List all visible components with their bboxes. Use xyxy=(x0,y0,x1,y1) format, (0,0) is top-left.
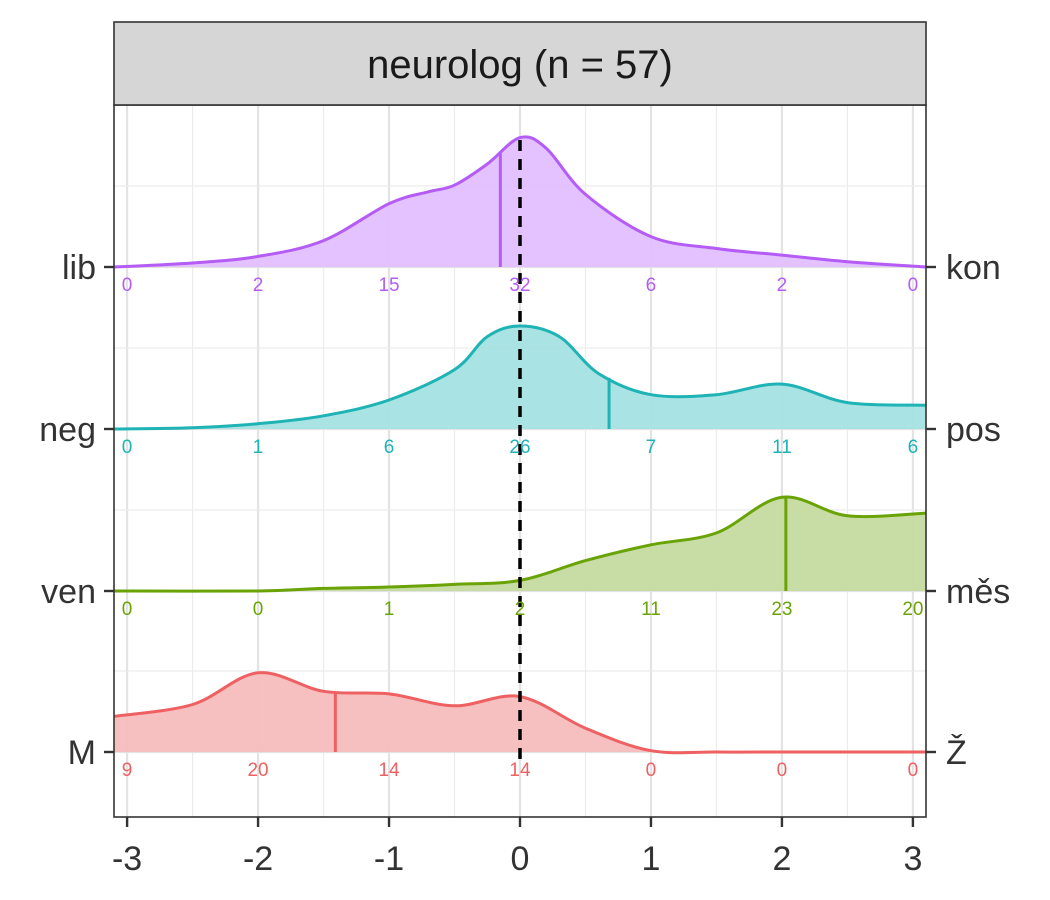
density-curve-neg xyxy=(113,324,927,431)
count-label-lib: 15 xyxy=(378,275,399,296)
density-curve-M xyxy=(113,671,926,755)
count-label-M: 0 xyxy=(646,760,657,781)
x-axis: -3 -2 -1 0 1 2 3 xyxy=(112,817,922,878)
count-label-M: 20 xyxy=(247,760,268,781)
count-label-lib: 2 xyxy=(777,275,788,296)
density-curve-lib xyxy=(113,135,927,269)
count-label-lib: 0 xyxy=(122,275,133,296)
y-label-right-Ž: Ž xyxy=(946,734,967,772)
x-tick-label: -1 xyxy=(374,840,404,878)
x-tick-label: 0 xyxy=(511,840,530,878)
count-label-M: 0 xyxy=(908,760,919,781)
count-label-ven: 23 xyxy=(771,599,792,620)
y-label-right-pos: pos xyxy=(946,411,1001,449)
y-label-left-lib: lib xyxy=(62,249,96,287)
facet-strip: neurolog (n = 57) xyxy=(113,21,927,106)
x-tick-label: 1 xyxy=(642,840,661,878)
count-label-ven: 0 xyxy=(122,599,133,620)
x-tick-label: 2 xyxy=(772,840,791,878)
count-label-neg: 0 xyxy=(122,437,133,458)
count-label-lib: 0 xyxy=(908,275,919,296)
count-labels: 0 2 15 32 6 2 00 1 6 26 7 11 60 0 1 2 11 23 209 20 14 14 0 0 0 xyxy=(122,275,924,781)
count-label-lib: 32 xyxy=(509,275,530,296)
ridge-ven xyxy=(113,495,927,593)
x-tick-label: -3 xyxy=(112,840,142,878)
y-label-right-měs: měs xyxy=(946,573,1010,611)
y-axis-left: lib neg ven M xyxy=(39,249,114,772)
y-label-left-ven: ven xyxy=(41,573,96,611)
density-curve-ven xyxy=(113,495,927,593)
count-label-neg: 11 xyxy=(772,437,792,458)
count-label-lib: 6 xyxy=(646,275,657,296)
count-label-M: 14 xyxy=(509,760,531,781)
count-label-ven: 2 xyxy=(515,599,526,620)
count-label-lib: 2 xyxy=(253,275,264,296)
x-tick-label: -2 xyxy=(243,840,273,878)
y-label-left-M: M xyxy=(68,734,96,772)
density-area-ven xyxy=(114,496,926,592)
x-tick-label: 3 xyxy=(903,840,922,878)
count-label-M: 14 xyxy=(378,760,400,781)
count-label-neg: 7 xyxy=(646,437,657,458)
count-label-ven: 20 xyxy=(902,599,923,620)
count-label-ven: 11 xyxy=(641,599,661,620)
strip-background xyxy=(113,21,927,106)
facet-title: neurolog (n = 57) xyxy=(367,43,673,87)
count-label-neg: 6 xyxy=(908,437,919,458)
count-label-M: 9 xyxy=(122,760,133,781)
y-axis-right: kon pos měs Ž xyxy=(926,249,1010,772)
count-label-ven: 0 xyxy=(253,599,264,620)
count-label-neg: 26 xyxy=(509,437,530,458)
count-label-neg: 6 xyxy=(384,437,395,458)
count-label-ven: 1 xyxy=(384,599,395,620)
y-label-left-neg: neg xyxy=(39,411,96,449)
y-label-right-kon: kon xyxy=(946,249,1001,287)
count-label-neg: 1 xyxy=(253,437,264,458)
count-label-M: 0 xyxy=(777,760,788,781)
